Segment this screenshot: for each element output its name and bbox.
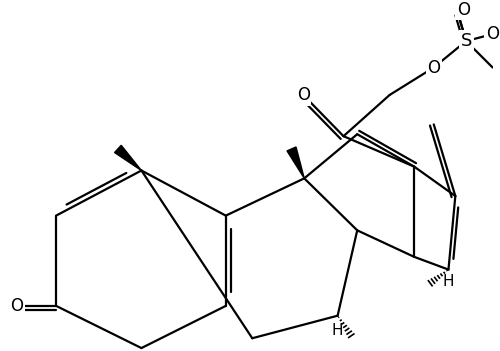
Polygon shape xyxy=(287,147,304,178)
Text: H: H xyxy=(442,274,454,289)
Text: O: O xyxy=(10,297,24,315)
Polygon shape xyxy=(114,145,141,171)
Text: O: O xyxy=(428,59,440,77)
Text: O: O xyxy=(486,25,499,43)
Text: O: O xyxy=(297,86,310,104)
Text: O: O xyxy=(456,1,469,19)
Text: H: H xyxy=(332,323,344,338)
Text: S: S xyxy=(460,32,472,50)
